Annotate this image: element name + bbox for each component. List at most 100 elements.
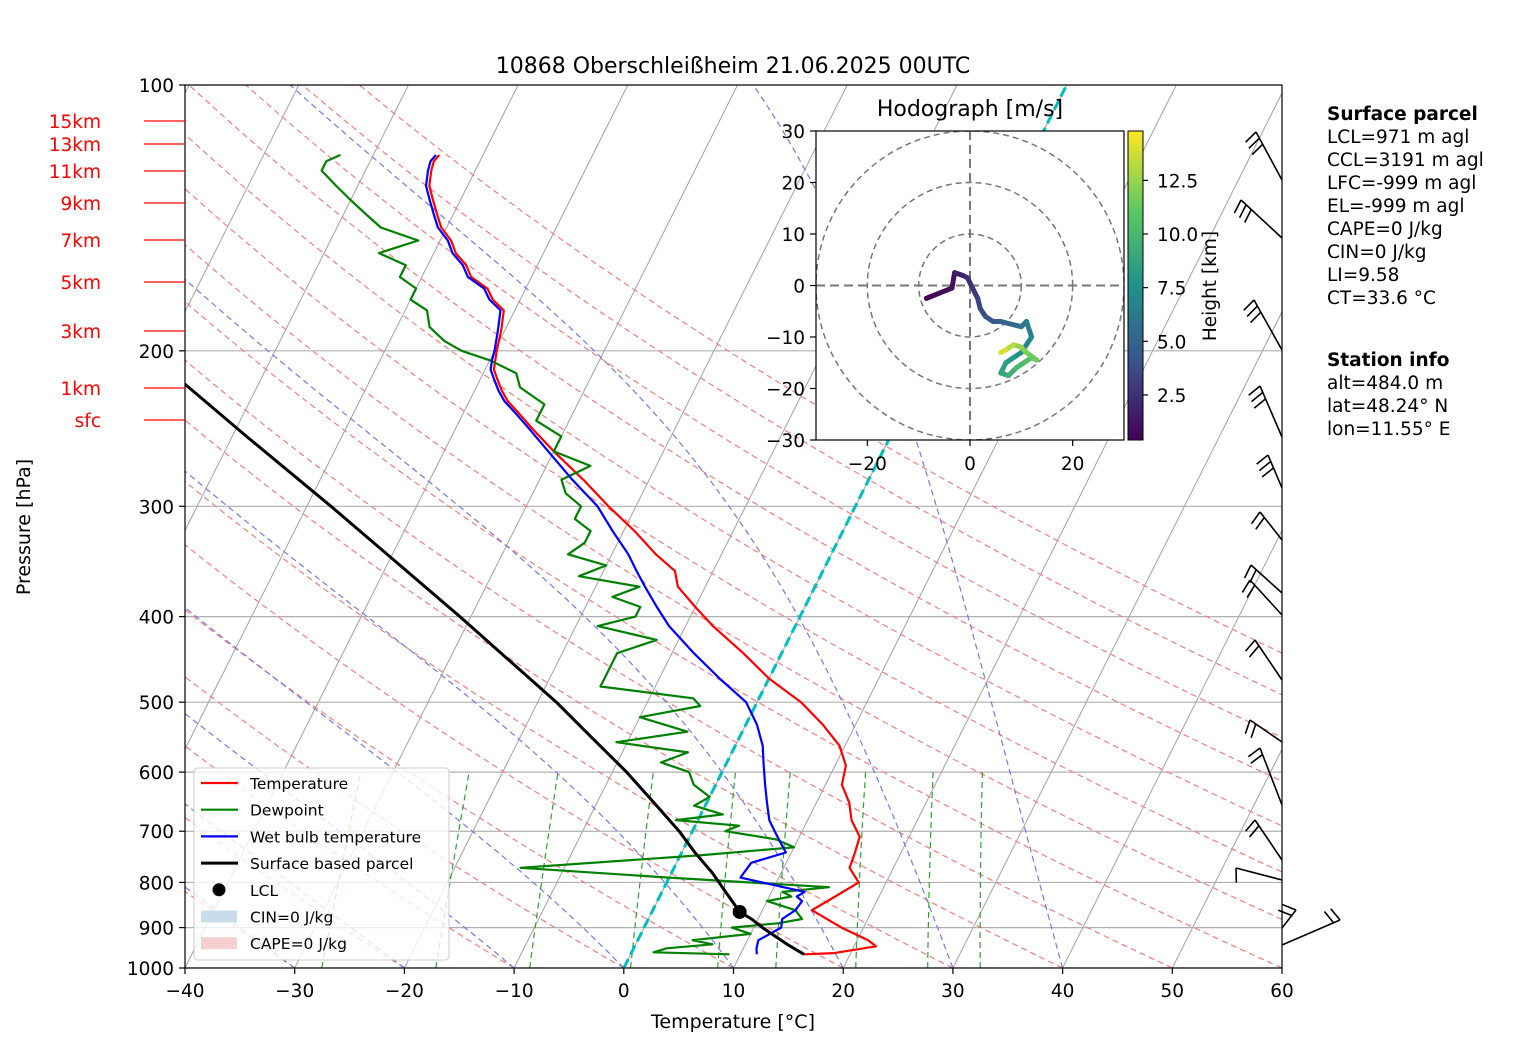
legend-label: LCL <box>250 882 278 900</box>
surface-parcel-cape: CAPE=0 J/kg <box>1327 219 1443 240</box>
wind-barb-staff <box>1254 819 1283 861</box>
hodograph-segment <box>949 270 958 291</box>
y-tick-label: 600 <box>139 763 174 784</box>
x-axis-label: Temperature [°C] <box>650 1011 815 1033</box>
hodograph-x-tick-label: −20 <box>848 454 887 475</box>
station-info-lat: lat=48.24° N <box>1327 396 1449 417</box>
series-lines <box>185 153 878 956</box>
height-label: 9km <box>60 194 101 215</box>
hodograph-y-tick-label: 30 <box>781 122 805 143</box>
wind-barb-flag <box>1256 454 1269 465</box>
x-tick-label: 10 <box>722 981 746 1002</box>
hodograph-y-tick-label: 20 <box>781 174 805 195</box>
moist-adiabat <box>185 712 515 968</box>
moist-adiabat <box>289 85 954 968</box>
legend-swatch <box>201 937 237 950</box>
surface-parcel-cin: CIN=0 J/kg <box>1327 242 1427 263</box>
wind-barb-flag <box>1246 584 1256 598</box>
wind-barb-staff <box>1249 579 1283 616</box>
wind-barb-flag <box>1248 825 1260 838</box>
legend-box <box>193 767 450 961</box>
y-tick-label: 1000 <box>127 959 174 980</box>
isotherm <box>1171 748 1282 968</box>
wind-barb-flag <box>1330 908 1341 921</box>
wind-barb-flag <box>1245 819 1256 832</box>
station-info-alt: alt=484.0 m <box>1327 373 1444 394</box>
isotherm <box>0 85 79 968</box>
station-info-panel: Station info alt=484.0 m lat=48.24° N lo… <box>1327 349 1450 441</box>
y-tick-label: 900 <box>139 919 174 940</box>
height-label: 11km <box>49 162 101 183</box>
hodograph-y-tick-label: −10 <box>766 328 805 349</box>
wind-barb-flag <box>1261 467 1274 478</box>
height-label: 7km <box>60 231 101 252</box>
x-tick-label: −20 <box>385 981 424 1002</box>
wind-barb-flag <box>1247 747 1261 758</box>
wind-barb-staff <box>1255 131 1283 181</box>
wind-barbs <box>1233 131 1341 946</box>
hodograph-y-tick-label: −30 <box>766 431 805 452</box>
wind-barb-staff <box>1259 747 1283 806</box>
y-tick-label: 400 <box>139 608 174 629</box>
mixing-ratio-line <box>979 772 983 968</box>
wind-barb-flag <box>1250 753 1264 764</box>
wind-barb-flag <box>1251 143 1264 156</box>
series-dewpoint <box>320 153 831 956</box>
colorbar-tick-label: 10.0 <box>1157 225 1198 246</box>
dry-adiabat <box>0 85 75 968</box>
series-wet-bulb-temperature <box>424 154 806 955</box>
wind-barb-staff <box>1235 867 1283 881</box>
wind-barb-flag <box>1250 311 1262 324</box>
legend-label: Wet bulb temperature <box>250 828 421 846</box>
x-tick-label: 30 <box>941 981 965 1002</box>
x-ticks: −40 −30 −20 −10 0 10 20 30 40 50 60 <box>165 968 1294 1002</box>
height-label: 13km <box>49 135 101 156</box>
y-tick-label: 500 <box>139 693 174 714</box>
legend-swatch <box>212 883 226 897</box>
dry-adiabat <box>185 243 1282 921</box>
legend-label: Temperature <box>249 775 348 793</box>
hodograph-segment <box>998 347 1009 355</box>
legend-label: Surface based parcel <box>250 855 413 873</box>
mixing-ratio-line <box>717 772 737 968</box>
wind-barb-staff <box>1281 909 1297 929</box>
mixing-ratio-line <box>775 772 791 968</box>
hodograph-y-tick-label: 10 <box>781 225 805 246</box>
wind-barb-flag <box>1233 199 1242 214</box>
isotherm <box>403 85 848 968</box>
surface-parcel-panel: Surface parcel LCL=971 m agl CCL=3191 m … <box>1327 103 1484 310</box>
wind-barb-flag <box>1253 398 1267 409</box>
y-axis-label: Pressure [hPa] <box>13 459 35 595</box>
x-tick-label: 20 <box>831 981 855 1002</box>
surface-parcel-ccl: CCL=3191 m agl <box>1327 150 1484 171</box>
wind-barb-flag <box>1248 645 1260 658</box>
moist-adiabat <box>185 606 625 968</box>
y-tick-label: 100 <box>139 76 174 97</box>
height-label: 3km <box>60 322 101 343</box>
height-label: 1km <box>60 379 101 400</box>
wind-barb-staff <box>1259 511 1283 541</box>
wind-barb-flag <box>1277 909 1293 917</box>
isotherm <box>185 85 409 532</box>
isotherm <box>842 91 1282 968</box>
wind-barb-flag <box>1244 719 1251 735</box>
dry-adiabat <box>302 85 1282 696</box>
legend-label: CIN=0 J/kg <box>250 909 333 927</box>
legend: Temperature Dewpoint Wet bulb temperature S… <box>193 767 450 961</box>
dry-adiabat <box>185 480 954 968</box>
colorbar-label: Height [km] <box>1200 231 1221 341</box>
wind-barb-flag <box>1245 131 1257 143</box>
hodograph-grid <box>816 131 1124 440</box>
x-tick-label: −40 <box>165 981 204 1002</box>
mixing-ratio-line <box>927 772 934 968</box>
dry-adiabat <box>245 85 1282 739</box>
height-label: sfc <box>75 411 101 432</box>
hodograph-title: Hodograph [m/s] <box>877 97 1063 122</box>
wind-barb-flag <box>1282 903 1297 911</box>
surface-parcel-ct: CT=33.6 °C <box>1327 288 1436 309</box>
y-ticks: 100 200 300 400 500 600 700 800 900 1000 <box>127 76 185 980</box>
wind-barb-staff <box>1259 385 1283 438</box>
wind-barb-flag <box>1243 564 1252 579</box>
height-label: 5km <box>60 273 101 294</box>
x-tick-label: 60 <box>1270 981 1294 1002</box>
